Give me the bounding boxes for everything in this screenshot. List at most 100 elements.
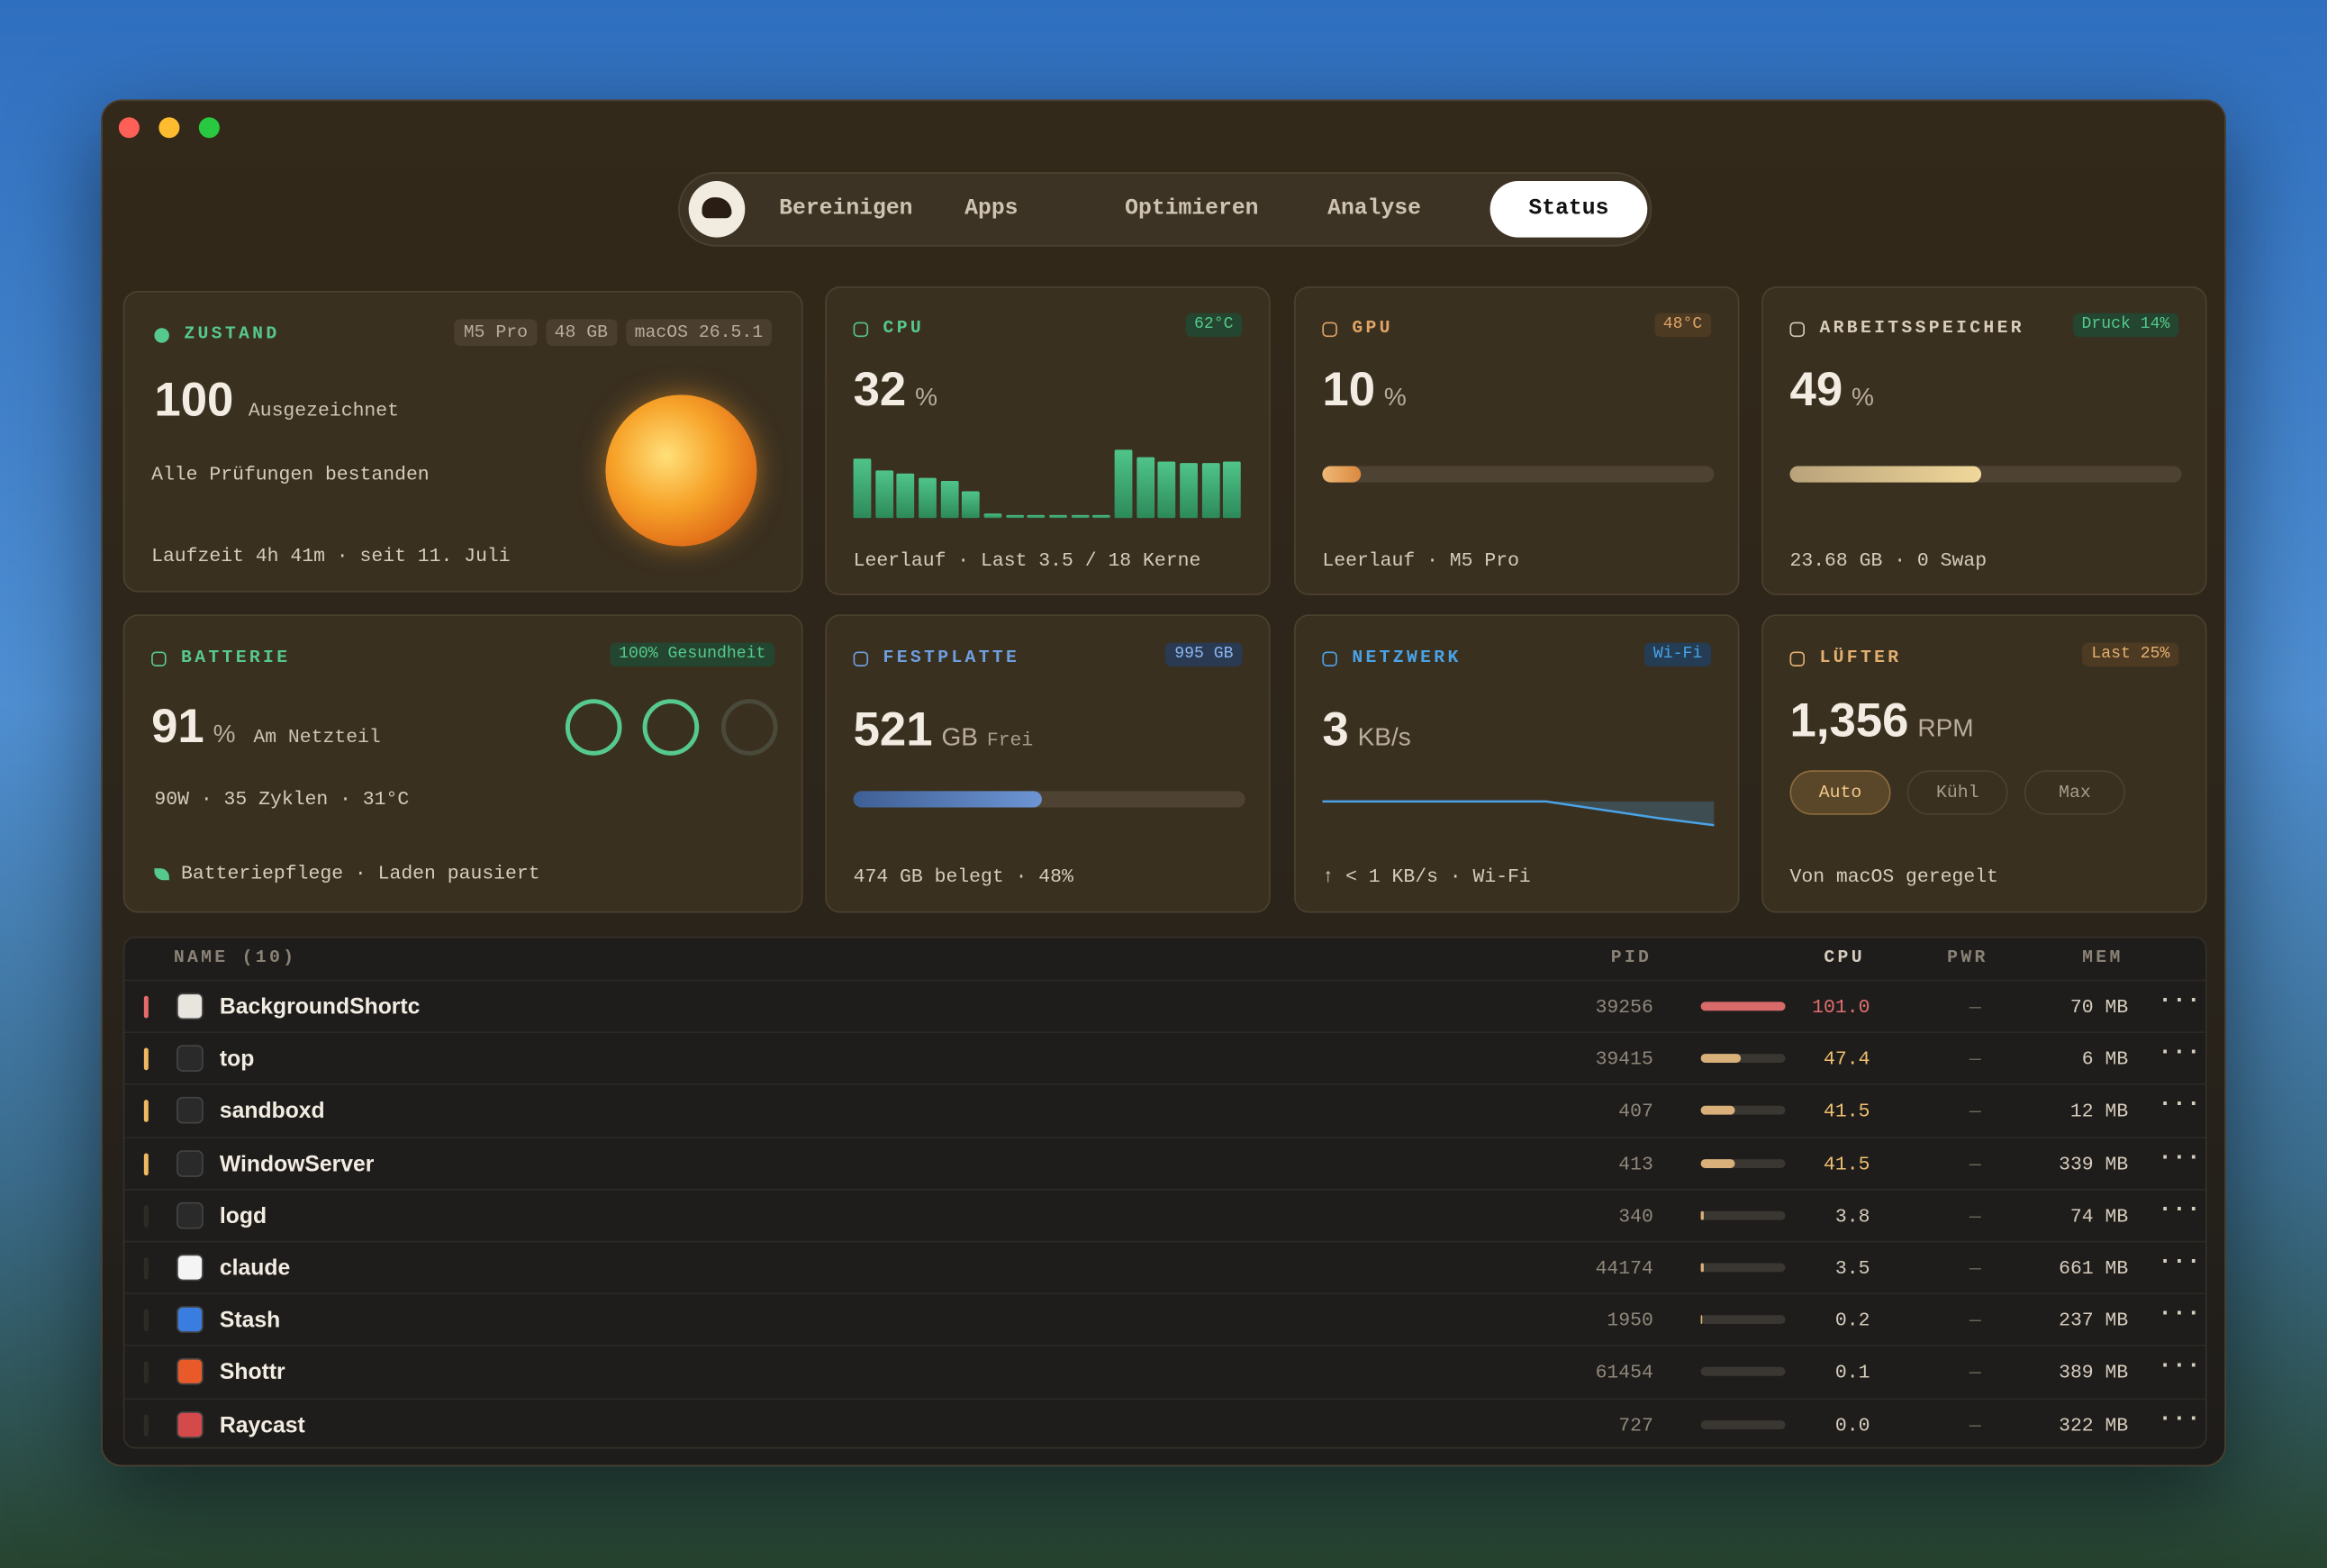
severity-marker [143,1413,149,1437]
unit: RPM [1917,713,1974,742]
app-icon [177,1149,204,1177]
process-row[interactable]: logd 340 3.8 — 74 MB ··· [124,1188,2205,1241]
more-button[interactable]: ··· [2158,986,2201,1014]
more-button[interactable]: ··· [2158,1195,2201,1223]
column-header[interactable]: PID [1610,947,1652,968]
core-bar [1201,462,1220,519]
tab[interactable]: Bereinigen [779,195,913,222]
score-row: 100 Ausgezeichnet [154,373,399,428]
details: 90W · 35 Zyklen · 31°C [154,788,410,811]
value-row: 3 KB/s [1322,702,1410,757]
network-area [1322,801,1715,826]
tab[interactable]: Optimieren [1125,195,1259,222]
process-row[interactable]: top 39415 47.4 — 6 MB ··· [124,1031,2205,1084]
fan-card: LÜFTER Last 25% 1,356 RPM Auto Kühl Max Von mac… [1761,614,2207,913]
leaf-icon [154,868,169,881]
process-name: sandboxd [219,1099,325,1125]
column-header[interactable]: CPU [1824,947,1865,968]
app-icon [177,1358,204,1386]
cpu-bar-track [1700,1210,1786,1220]
badge: 100% Gesundheit [610,642,775,666]
badge: 62°C [1185,313,1243,338]
process-row[interactable]: BackgroundShortc 39256 101.0 — 70 MB ··· [124,979,2205,1032]
card-icon [853,651,869,666]
cpu-value: 0.2 [1834,1309,1870,1332]
severity-marker [143,1204,149,1228]
unit: % [213,720,236,748]
unit: KB/s [1357,722,1411,751]
close-button[interactable] [118,117,140,139]
more-button[interactable]: ··· [2158,1247,2201,1275]
value: 49 [1789,362,1843,416]
card-icon [1789,322,1805,338]
fan-mode[interactable]: Auto [1789,770,1891,815]
zoom-button[interactable] [198,117,220,139]
tab[interactable]: Apps [964,195,1019,222]
value-row: 49% [1789,362,1873,417]
card-label: BATTERIE [181,647,291,668]
process-row[interactable]: WindowServer 413 41.5 — 339 MB ··· [124,1136,2205,1189]
process-row[interactable]: Stash 1950 0.2 — 237 MB ··· [124,1292,2205,1346]
more-button[interactable]: ··· [2158,1038,2201,1066]
pid: 1950 [1607,1309,1653,1332]
logo [688,181,746,238]
cpu-bar [1700,1210,1705,1220]
cpu-value: 3.5 [1834,1256,1870,1280]
cpu-value: 0.0 [1834,1413,1870,1437]
power: — [1969,1100,1981,1123]
process-name: Raycast [219,1412,305,1438]
tag: M5 Pro [454,319,537,346]
state: Am Netzteil [253,725,381,748]
card-icon [853,322,869,338]
more-button[interactable]: ··· [2158,1143,2201,1171]
cpu-bar [1700,1002,1785,1011]
status: Alle Prüfungen bestanden [151,463,430,485]
disk-card: FESTPLATTE 995 GB 521 GB Frei 474 GB belegt ·… [825,614,1271,913]
card-label: CPU [883,317,925,339]
pid: 407 [1618,1100,1653,1123]
process-name: logd [219,1203,267,1229]
more-button[interactable]: ··· [2158,1091,2201,1119]
power: — [1969,1361,1981,1384]
process-row[interactable]: claude 44174 3.5 — 661 MB ··· [124,1240,2205,1293]
core-bar [962,491,981,519]
column-header[interactable]: MEM [2082,947,2123,968]
footer: ↑ < 1 KB/s · Wi-Fi [1322,865,1531,888]
value-row: 1,356 RPM [1789,693,1973,748]
cpu-bar [1700,1106,1735,1116]
column-header[interactable]: PWR [1947,947,1988,968]
memory: 237 MB [2059,1309,2129,1332]
memory-card: ARBEITSSPEICHER Druck 14% 49% 23.68 GB · 0 … [1761,286,2207,595]
tab[interactable]: Analyse [1327,195,1421,222]
process-row[interactable]: Raycast 727 0.0 — 322 MB ··· [124,1397,2205,1450]
logo-mark [702,197,732,219]
battery-card: BATTERIE 100% Gesundheit 91% Am Netzteil 90W… [122,614,803,913]
more-button[interactable]: ··· [2158,1352,2201,1380]
unit: % [1852,383,1874,412]
process-table: NAME (10) PID CPU PWR MEM BackgroundShortc 392… [122,936,2207,1450]
more-button[interactable]: ··· [2158,1300,2201,1328]
more-button[interactable]: ··· [2158,1404,2201,1432]
process-row[interactable]: sandboxd 407 41.5 — 12 MB ··· [124,1083,2205,1137]
pid: 340 [1618,1204,1653,1228]
process-name: claude [219,1255,291,1282]
column-header[interactable]: NAME (10) [173,947,297,968]
value-row: 32% [854,362,937,417]
device-ring [565,699,622,756]
cpu-value: 41.5 [1824,1152,1870,1175]
fan-mode[interactable]: Max [2024,770,2125,815]
severity-marker [143,1309,149,1332]
value: 10 [1322,362,1376,416]
fan-mode[interactable]: Kühl [1906,770,2008,815]
process-name: WindowServer [219,1151,375,1177]
tab[interactable]: Status [1489,181,1648,238]
memory: 6 MB [2081,1047,2129,1071]
process-row[interactable]: Shottr 61454 0.1 — 389 MB ··· [124,1345,2205,1398]
pid: 413 [1618,1152,1653,1175]
pid: 61454 [1595,1361,1653,1384]
value-row: 10% [1322,362,1406,417]
card-icon [1322,651,1337,666]
minimize-button[interactable] [158,117,180,139]
uptime: Laufzeit 4h 41m · seit 11. Juli [151,544,511,567]
